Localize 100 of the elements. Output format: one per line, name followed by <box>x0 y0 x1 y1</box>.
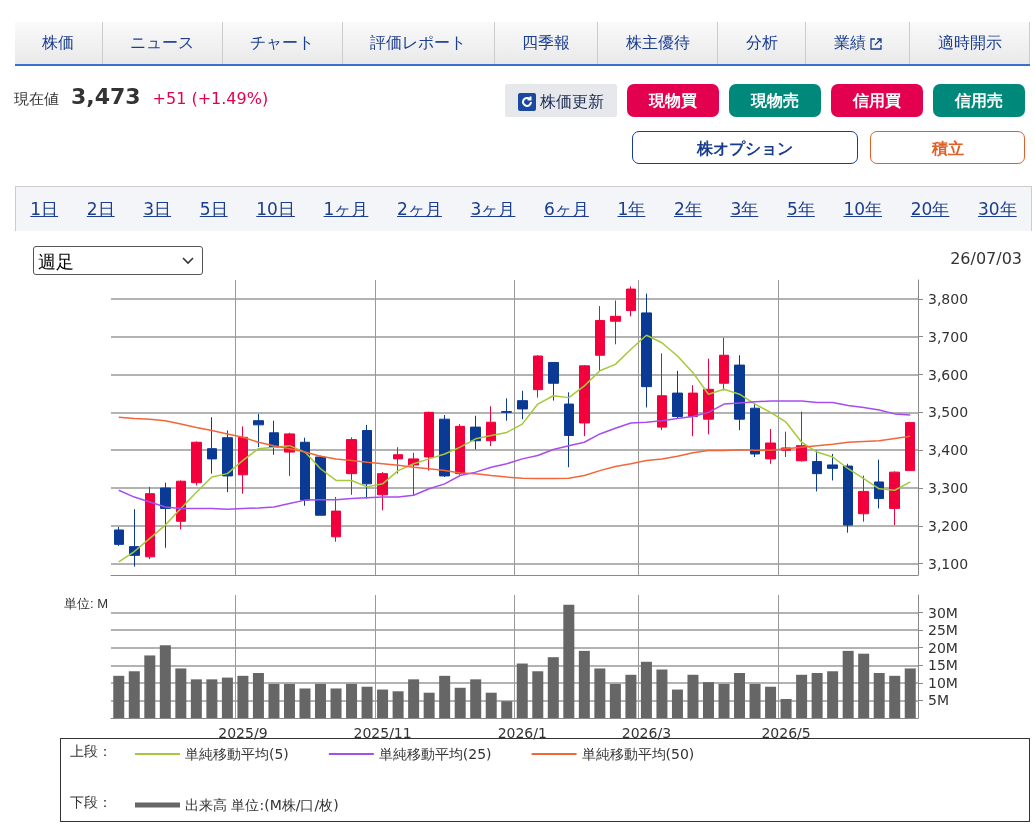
y-tick-label: 30M <box>928 604 958 621</box>
bar <box>749 683 761 718</box>
legend-label: 単純移動平均(25) <box>378 746 492 762</box>
candlestick <box>455 423 465 476</box>
candlestick <box>874 459 884 509</box>
bar <box>454 687 466 718</box>
candlestick <box>672 370 683 419</box>
bar <box>159 645 171 718</box>
candlestick <box>595 305 605 373</box>
text: 現物買 <box>627 84 719 117</box>
bar <box>671 689 683 718</box>
text: 2日 <box>85 198 116 221</box>
bar <box>563 604 575 718</box>
candlestick <box>393 446 403 475</box>
candlestick <box>517 390 528 420</box>
candlestick <box>439 414 450 478</box>
line-series <box>118 416 911 480</box>
text: 3日 <box>142 198 173 221</box>
candlestick <box>812 450 822 492</box>
text: 3年 <box>729 198 760 221</box>
legend-title: 上段： <box>70 743 112 759</box>
candlestick <box>377 471 388 511</box>
bar <box>734 673 746 718</box>
bar <box>439 675 451 718</box>
bar <box>485 692 497 718</box>
bar <box>811 673 823 718</box>
text: 適時開示 <box>910 22 1031 64</box>
candlestick <box>470 415 481 450</box>
text: 信用買 <box>831 84 923 117</box>
candlestick <box>657 352 667 431</box>
bar <box>873 673 885 718</box>
candlestick <box>610 299 621 345</box>
candlestick <box>222 430 233 493</box>
candlestick <box>796 411 807 463</box>
text: 株価更新 <box>540 92 604 111</box>
bar <box>175 668 187 718</box>
text: 株オプション <box>632 131 858 164</box>
candlestick <box>719 337 729 391</box>
bar <box>128 671 140 718</box>
bar <box>377 689 389 718</box>
y-tick-label: 3,400 <box>928 442 969 459</box>
candlestick <box>889 470 900 526</box>
bar <box>361 686 373 718</box>
text: 5日 <box>198 198 229 221</box>
candlestick <box>362 424 372 500</box>
candlestick <box>486 405 496 447</box>
candlestick <box>114 526 124 547</box>
y-tick-label: 3,700 <box>928 328 969 345</box>
text: 評価レポート <box>342 22 495 64</box>
bar <box>796 674 808 718</box>
text: 26/07/03 <box>950 249 1022 268</box>
y-tick-label: 3,800 <box>928 290 969 307</box>
text: 3ヶ月 <box>469 198 517 221</box>
candlestick <box>191 440 202 486</box>
bar <box>470 679 482 718</box>
candlestick <box>300 437 310 507</box>
bar <box>237 675 249 718</box>
y-tick-label: 3,300 <box>928 480 969 497</box>
bar <box>346 683 358 718</box>
text: 現物売 <box>729 84 821 117</box>
candlestick <box>501 397 512 422</box>
candlestick <box>626 285 636 317</box>
candlestick <box>269 420 279 456</box>
text: 3,473 <box>71 84 141 109</box>
legend-label: 単純移動平均(5) <box>185 746 289 762</box>
bar <box>858 653 870 718</box>
text: 2ヶ月 <box>396 198 443 221</box>
text: 20年 <box>909 198 951 221</box>
text: 分析 <box>718 22 807 64</box>
x-tick-label: 2026/3 <box>621 725 672 741</box>
candlestick <box>843 463 853 534</box>
y-tick-label: 15M <box>928 657 958 674</box>
bar <box>392 691 404 718</box>
bar <box>842 650 854 718</box>
candlestick <box>858 475 869 523</box>
text: 信用売 <box>933 84 1025 117</box>
text: 積立 <box>870 131 1025 164</box>
text: 30年 <box>977 198 1018 221</box>
bar <box>625 674 637 718</box>
candlestick <box>905 421 915 472</box>
text: +51 (+1.49%) <box>152 89 269 108</box>
text: 業績 <box>806 22 911 64</box>
legend-title: 下段： <box>70 794 112 810</box>
bar <box>315 683 327 718</box>
text: 単位: M <box>64 596 109 611</box>
x-tick-label: 2025/9 <box>218 725 268 741</box>
bar <box>702 682 714 718</box>
text: 1ヶ月 <box>322 198 370 221</box>
candlestick <box>207 416 217 475</box>
bar <box>594 668 606 718</box>
bar <box>221 677 233 718</box>
candlestick <box>145 486 155 560</box>
candlestick <box>160 482 171 549</box>
legend-label: 単純移動平均(50) <box>581 746 695 762</box>
candlestick <box>564 391 574 468</box>
text: ニュース <box>102 22 223 64</box>
text: 株価 <box>15 22 103 64</box>
text: 10日 <box>255 198 296 221</box>
y-tick-label: 3,100 <box>928 555 969 572</box>
candlestick <box>641 293 652 408</box>
